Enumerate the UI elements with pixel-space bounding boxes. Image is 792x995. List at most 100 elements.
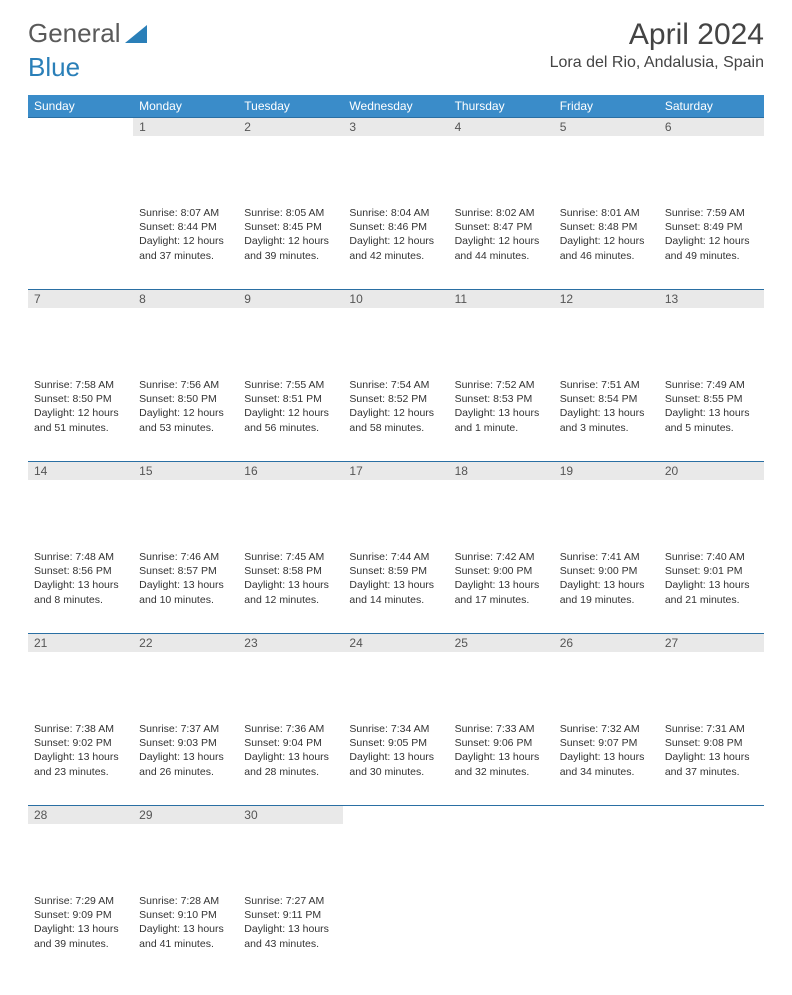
calendar-table: SundayMondayTuesdayWednesdayThursdayFrid… xyxy=(28,95,764,977)
daylight-line: Daylight: 13 hours and 10 minutes. xyxy=(139,578,232,606)
sunset-line: Sunset: 8:57 PM xyxy=(139,564,232,578)
day-cell: Sunrise: 7:55 AMSunset: 8:51 PMDaylight:… xyxy=(238,375,343,461)
daylight-line: Daylight: 13 hours and 41 minutes. xyxy=(139,922,232,950)
daynum-cell: 11 xyxy=(449,289,554,375)
day-details: Sunrise: 7:52 AMSunset: 8:53 PMDaylight:… xyxy=(449,375,554,441)
sunrise-line: Sunrise: 7:29 AM xyxy=(34,894,127,908)
day-cell: Sunrise: 7:27 AMSunset: 9:11 PMDaylight:… xyxy=(238,891,343,977)
day-number: 26 xyxy=(554,633,659,652)
brand-part1: General xyxy=(28,18,121,49)
daynum-cell: 27 xyxy=(659,633,764,719)
sunset-line: Sunset: 9:10 PM xyxy=(139,908,232,922)
day-details: Sunrise: 7:34 AMSunset: 9:05 PMDaylight:… xyxy=(343,719,448,785)
title-block: April 2024 Lora del Rio, Andalusia, Spai… xyxy=(550,18,764,72)
content-row: Sunrise: 7:38 AMSunset: 9:02 PMDaylight:… xyxy=(28,719,764,805)
daylight-line: Daylight: 13 hours and 1 minute. xyxy=(455,406,548,434)
sunset-line: Sunset: 9:04 PM xyxy=(244,736,337,750)
day-details: Sunrise: 8:07 AMSunset: 8:44 PMDaylight:… xyxy=(133,203,238,269)
daynum-row: 123456 xyxy=(28,117,764,203)
day-cell xyxy=(659,891,764,977)
day-number: 5 xyxy=(554,117,659,136)
day-number xyxy=(343,805,448,824)
day-cell: Sunrise: 7:59 AMSunset: 8:49 PMDaylight:… xyxy=(659,203,764,289)
daynum-cell: 6 xyxy=(659,117,764,203)
sunrise-line: Sunrise: 8:07 AM xyxy=(139,206,232,220)
day-details: Sunrise: 7:37 AMSunset: 9:03 PMDaylight:… xyxy=(133,719,238,785)
day-details: Sunrise: 7:42 AMSunset: 9:00 PMDaylight:… xyxy=(449,547,554,613)
daylight-line: Daylight: 13 hours and 8 minutes. xyxy=(34,578,127,606)
daylight-line: Daylight: 13 hours and 32 minutes. xyxy=(455,750,548,778)
weekday-header: Monday xyxy=(133,95,238,117)
sunrise-line: Sunrise: 7:42 AM xyxy=(455,550,548,564)
daylight-line: Daylight: 12 hours and 49 minutes. xyxy=(665,234,758,262)
sunrise-line: Sunrise: 8:01 AM xyxy=(560,206,653,220)
day-cell: Sunrise: 7:52 AMSunset: 8:53 PMDaylight:… xyxy=(449,375,554,461)
sunrise-line: Sunrise: 7:45 AM xyxy=(244,550,337,564)
sunset-line: Sunset: 9:01 PM xyxy=(665,564,758,578)
day-cell: Sunrise: 7:49 AMSunset: 8:55 PMDaylight:… xyxy=(659,375,764,461)
day-number xyxy=(449,805,554,824)
daylight-line: Daylight: 13 hours and 5 minutes. xyxy=(665,406,758,434)
day-cell: Sunrise: 7:40 AMSunset: 9:01 PMDaylight:… xyxy=(659,547,764,633)
sunset-line: Sunset: 9:05 PM xyxy=(349,736,442,750)
daynum-cell: 19 xyxy=(554,461,659,547)
day-details: Sunrise: 7:51 AMSunset: 8:54 PMDaylight:… xyxy=(554,375,659,441)
day-cell: Sunrise: 7:38 AMSunset: 9:02 PMDaylight:… xyxy=(28,719,133,805)
day-number: 27 xyxy=(659,633,764,652)
daylight-line: Daylight: 13 hours and 37 minutes. xyxy=(665,750,758,778)
daynum-cell: 9 xyxy=(238,289,343,375)
daylight-line: Daylight: 12 hours and 44 minutes. xyxy=(455,234,548,262)
daynum-cell: 25 xyxy=(449,633,554,719)
day-cell: Sunrise: 7:51 AMSunset: 8:54 PMDaylight:… xyxy=(554,375,659,461)
daynum-cell: 22 xyxy=(133,633,238,719)
content-row: Sunrise: 7:29 AMSunset: 9:09 PMDaylight:… xyxy=(28,891,764,977)
day-cell: Sunrise: 8:07 AMSunset: 8:44 PMDaylight:… xyxy=(133,203,238,289)
sunrise-line: Sunrise: 7:52 AM xyxy=(455,378,548,392)
daynum-cell xyxy=(554,805,659,891)
weekday-header: Saturday xyxy=(659,95,764,117)
day-cell: Sunrise: 7:34 AMSunset: 9:05 PMDaylight:… xyxy=(343,719,448,805)
day-details: Sunrise: 7:32 AMSunset: 9:07 PMDaylight:… xyxy=(554,719,659,785)
daynum-cell: 10 xyxy=(343,289,448,375)
day-cell: Sunrise: 7:28 AMSunset: 9:10 PMDaylight:… xyxy=(133,891,238,977)
sunrise-line: Sunrise: 7:40 AM xyxy=(665,550,758,564)
day-number: 24 xyxy=(343,633,448,652)
daylight-line: Daylight: 13 hours and 43 minutes. xyxy=(244,922,337,950)
day-details: Sunrise: 7:29 AMSunset: 9:09 PMDaylight:… xyxy=(28,891,133,957)
sunset-line: Sunset: 9:07 PM xyxy=(560,736,653,750)
daynum-row: 21222324252627 xyxy=(28,633,764,719)
sunrise-line: Sunrise: 7:58 AM xyxy=(34,378,127,392)
daynum-cell: 15 xyxy=(133,461,238,547)
day-details: Sunrise: 8:02 AMSunset: 8:47 PMDaylight:… xyxy=(449,203,554,269)
weekday-header: Sunday xyxy=(28,95,133,117)
day-details: Sunrise: 7:36 AMSunset: 9:04 PMDaylight:… xyxy=(238,719,343,785)
day-cell: Sunrise: 8:01 AMSunset: 8:48 PMDaylight:… xyxy=(554,203,659,289)
day-number: 18 xyxy=(449,461,554,480)
sunset-line: Sunset: 9:03 PM xyxy=(139,736,232,750)
day-cell xyxy=(28,203,133,289)
daylight-line: Daylight: 13 hours and 19 minutes. xyxy=(560,578,653,606)
day-cell: Sunrise: 7:58 AMSunset: 8:50 PMDaylight:… xyxy=(28,375,133,461)
day-number: 29 xyxy=(133,805,238,824)
day-number: 15 xyxy=(133,461,238,480)
day-details: Sunrise: 7:28 AMSunset: 9:10 PMDaylight:… xyxy=(133,891,238,957)
day-cell: Sunrise: 7:41 AMSunset: 9:00 PMDaylight:… xyxy=(554,547,659,633)
day-details: Sunrise: 7:58 AMSunset: 8:50 PMDaylight:… xyxy=(28,375,133,441)
day-cell: Sunrise: 7:31 AMSunset: 9:08 PMDaylight:… xyxy=(659,719,764,805)
daylight-line: Daylight: 12 hours and 51 minutes. xyxy=(34,406,127,434)
daynum-cell: 5 xyxy=(554,117,659,203)
sunset-line: Sunset: 8:45 PM xyxy=(244,220,337,234)
day-number: 19 xyxy=(554,461,659,480)
daylight-line: Daylight: 12 hours and 39 minutes. xyxy=(244,234,337,262)
content-row: Sunrise: 7:58 AMSunset: 8:50 PMDaylight:… xyxy=(28,375,764,461)
sunrise-line: Sunrise: 7:33 AM xyxy=(455,722,548,736)
sunrise-line: Sunrise: 7:38 AM xyxy=(34,722,127,736)
day-cell xyxy=(554,891,659,977)
sunrise-line: Sunrise: 7:36 AM xyxy=(244,722,337,736)
sunset-line: Sunset: 8:53 PM xyxy=(455,392,548,406)
sunrise-line: Sunrise: 8:05 AM xyxy=(244,206,337,220)
day-number: 4 xyxy=(449,117,554,136)
sunset-line: Sunset: 8:58 PM xyxy=(244,564,337,578)
brand-logo: General xyxy=(28,18,149,49)
day-details: Sunrise: 7:46 AMSunset: 8:57 PMDaylight:… xyxy=(133,547,238,613)
